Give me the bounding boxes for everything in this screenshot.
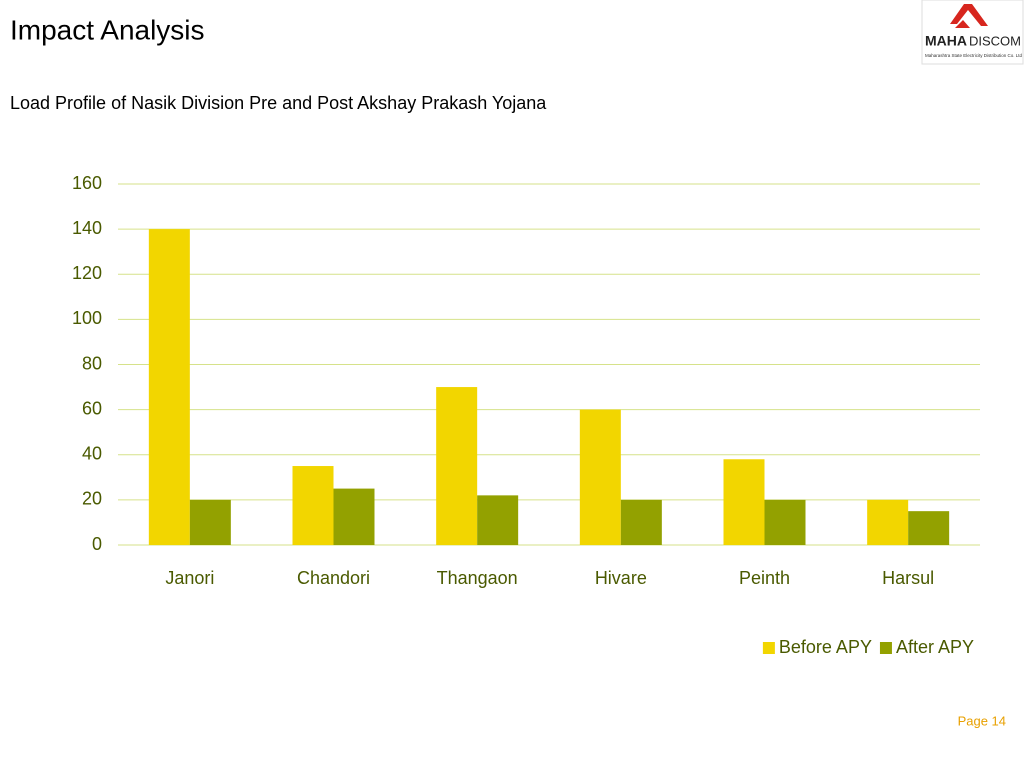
x-tick-label: Thangaon (437, 568, 518, 588)
logo: MAHA DISCOM Maharashtra State Electricit… (921, 0, 1024, 65)
legend-swatch (762, 642, 775, 654)
chart-title: Load Profile of Nasik Division Pre and P… (10, 93, 547, 113)
x-tick-label: Chandori (297, 568, 370, 588)
logo-brand: DISCOM (969, 33, 1021, 48)
y-tick-label: 140 (72, 218, 102, 238)
bar (867, 499, 909, 545)
bar (620, 499, 662, 545)
logo-mark (950, 4, 988, 26)
bar (333, 488, 375, 545)
bar (189, 499, 231, 545)
y-tick-label: 80 (82, 353, 102, 373)
y-tick-label: 60 (82, 398, 102, 418)
x-tick-label: Peinth (739, 568, 790, 588)
logo-brand-bold: MAHA (925, 33, 967, 49)
bar (292, 466, 334, 545)
slide-title: Impact Analysis (10, 14, 205, 45)
x-tick-label: Harsul (882, 568, 934, 588)
bar (908, 511, 950, 545)
y-tick-label: 0 (92, 534, 102, 554)
logo-tagline: Maharashtra State Electricity Distributi… (925, 53, 1023, 58)
bar (148, 229, 190, 545)
bar (723, 459, 765, 545)
y-tick-label: 120 (72, 263, 102, 283)
legend-label: Before APY (779, 637, 872, 657)
x-tick-label: Hivare (595, 568, 647, 588)
y-tick-label: 160 (72, 173, 102, 193)
page-number: Page 14 (958, 713, 1006, 728)
legend-swatch (879, 642, 892, 654)
bar (477, 495, 519, 545)
logo-mark (955, 20, 970, 28)
x-tick-label: Janori (165, 568, 214, 588)
bar (579, 409, 621, 545)
y-tick-label: 100 (72, 308, 102, 328)
bar (436, 387, 478, 545)
y-tick-label: 40 (82, 444, 102, 464)
y-tick-label: 20 (82, 489, 102, 509)
legend-label: After APY (896, 637, 974, 657)
bar (764, 499, 806, 545)
